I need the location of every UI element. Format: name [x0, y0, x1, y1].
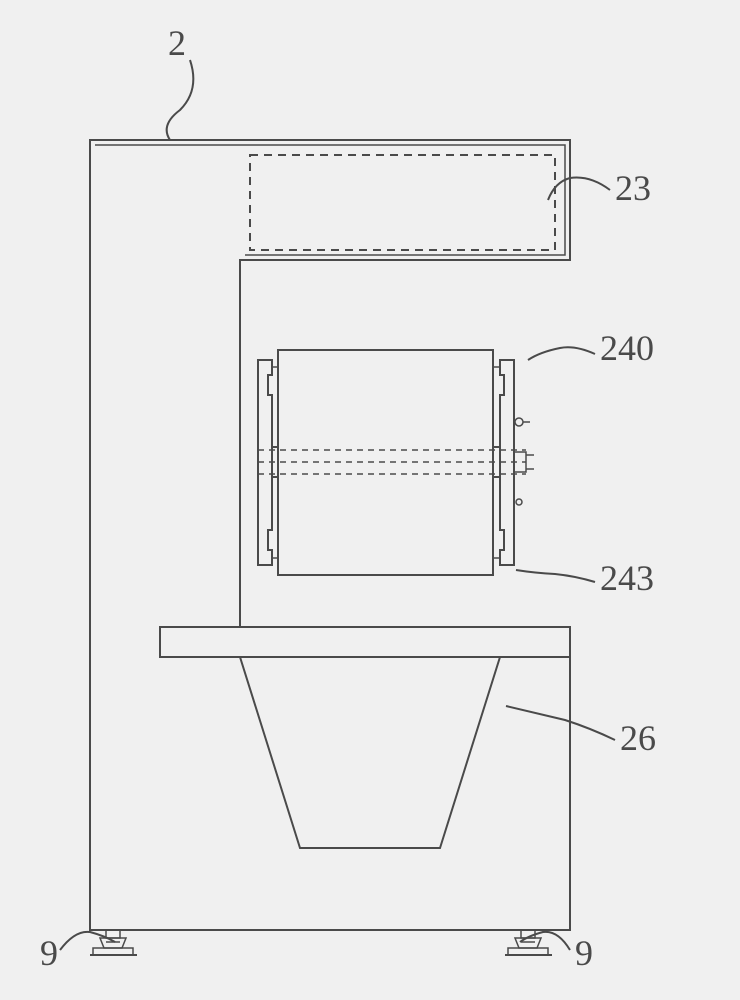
label-2: 2 — [168, 23, 186, 63]
label-9-right: 9 — [575, 933, 593, 973]
compartment-23 — [250, 155, 555, 250]
leader-lines — [60, 60, 615, 950]
label-243: 243 — [600, 558, 654, 598]
feet-assembly — [90, 930, 552, 955]
label-9-left: 9 — [40, 933, 58, 973]
label-26: 26 — [620, 718, 656, 758]
foot-right-9 — [505, 930, 552, 955]
hopper-26 — [240, 657, 500, 848]
main-frame — [90, 140, 570, 930]
table-platform — [160, 627, 570, 657]
label-23: 23 — [615, 168, 651, 208]
label-240: 240 — [600, 328, 654, 368]
technical-diagram: 2 23 240 243 26 9 9 — [0, 0, 740, 1000]
drum-assembly-240 — [258, 350, 534, 575]
